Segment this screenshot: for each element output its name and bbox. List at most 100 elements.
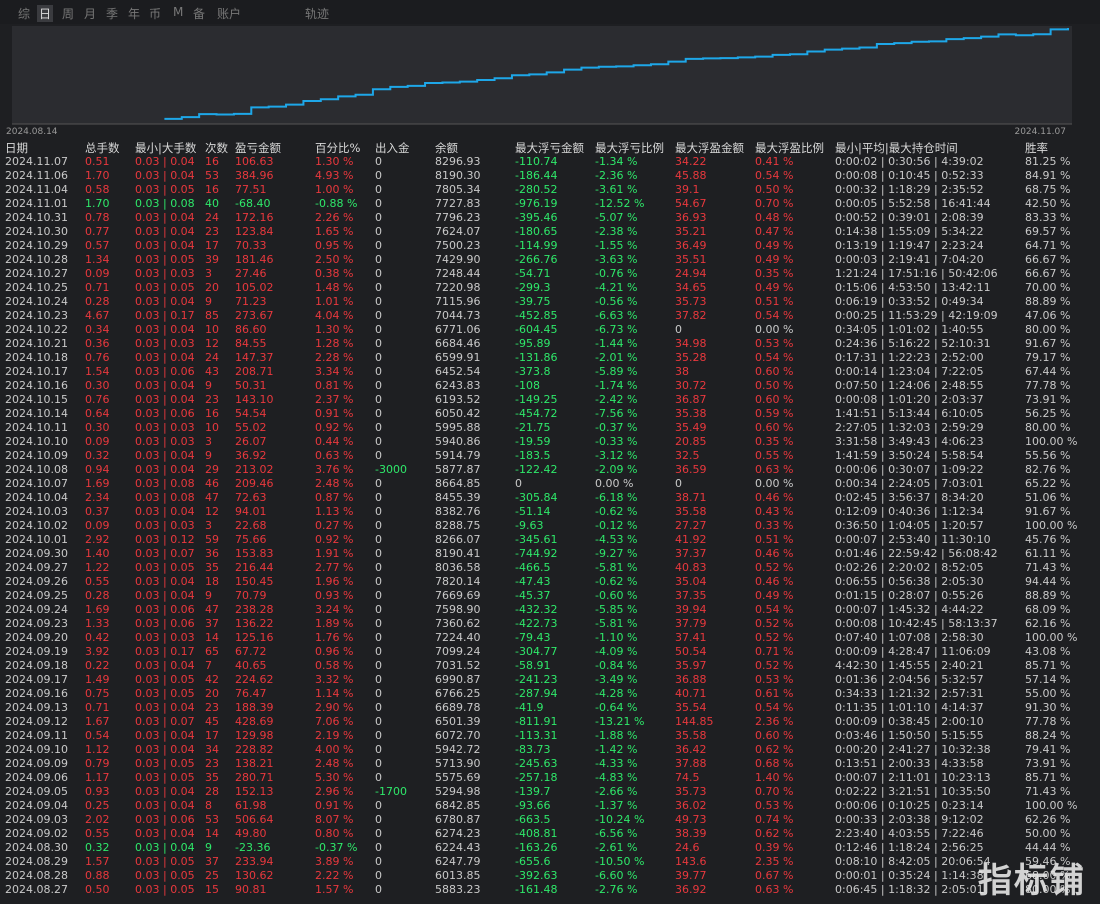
table-cell: -95.89 — [515, 337, 551, 350]
table-cell: 20 — [205, 281, 219, 294]
table-cell: 0.58 % — [315, 659, 354, 672]
tab[interactable]: 综 — [18, 7, 31, 21]
tab[interactable]: 币 — [149, 7, 162, 21]
table-cell: 0.03 | 0.04 — [135, 463, 195, 476]
table-cell: 1.30 % — [315, 155, 354, 168]
table-cell: 40.65 — [235, 659, 267, 672]
tab-bar: 综日周月季年币 M 备账户 轨迹 — [0, 0, 1100, 24]
table-cell: 2024.11.01 — [5, 197, 68, 210]
table-cell: 55.56 % — [1025, 449, 1071, 462]
tab[interactable]: 年 — [128, 7, 141, 21]
table-cell: 0 — [375, 155, 382, 168]
table-cell: 0.55 — [85, 827, 110, 840]
table-cell: -4.09 % — [595, 645, 638, 658]
table-cell: 0.77 — [85, 225, 110, 238]
table-cell: 0:13:51 | 2:00:33 | 4:33:58 — [835, 757, 984, 770]
table-cell: 0.52 % — [755, 631, 794, 644]
table-cell: 6050.42 — [435, 407, 481, 420]
table-cell: 2.90 % — [315, 701, 354, 714]
table-cell: 1.40 % — [755, 771, 794, 784]
table-cell: 2024.10.01 — [5, 533, 68, 546]
table-cell: 0 — [375, 533, 382, 546]
table-cell: 1.33 — [85, 617, 110, 630]
table-cell: 0.93 — [85, 785, 110, 798]
table-cell: 0.09 — [85, 519, 110, 532]
tab[interactable]: 账户 — [217, 7, 242, 21]
table-cell: -1.88 % — [595, 729, 638, 742]
table-cell: 0 — [375, 393, 382, 406]
table-cell: -811.91 — [515, 715, 558, 728]
table-cell: 0:17:31 | 1:22:23 | 2:52:00 — [835, 351, 984, 364]
table-cell: -2.61 % — [595, 841, 638, 854]
table-cell: 2024.11.06 — [5, 169, 68, 182]
table-cell: 47 — [205, 491, 219, 504]
table-cell: 0:00:03 | 2:19:41 | 7:04:20 — [835, 253, 984, 266]
table-cell: 62.26 % — [1025, 813, 1071, 826]
table-cell: 0 — [375, 379, 382, 392]
table-cell: -432.32 — [515, 603, 558, 616]
table-cell: 38.71 — [675, 491, 707, 504]
table-cell: 2024.08.28 — [5, 869, 68, 882]
table-cell: 0.03 | 0.06 — [135, 813, 195, 826]
table-cell: -744.92 — [515, 547, 558, 560]
table-cell: 2024.10.14 — [5, 407, 68, 420]
tab[interactable]: 轨迹 — [305, 7, 330, 21]
table-cell: 34.65 — [675, 281, 707, 294]
table-cell: 1.65 % — [315, 225, 354, 238]
table-cell: 0.46 % — [755, 547, 794, 560]
table-cell: -345.61 — [515, 533, 558, 546]
table-cell: -6.56 % — [595, 827, 638, 840]
table-cell: 2024.08.27 — [5, 883, 68, 896]
table-cell: -2.76 % — [595, 883, 638, 896]
table-cell: 61.11 % — [1025, 547, 1071, 560]
table-cell: 2.77 % — [315, 561, 354, 574]
table-cell: 65 — [205, 645, 219, 658]
table-cell: 7805.34 — [435, 183, 481, 196]
tab[interactable]: 备 — [193, 7, 206, 21]
column-header: 百分比% — [315, 141, 361, 155]
table-cell: 0.03 | 0.04 — [135, 323, 195, 336]
tab[interactable]: 周 — [62, 7, 75, 21]
tab[interactable]: M — [173, 5, 184, 19]
table-cell: 2024.10.07 — [5, 477, 68, 490]
table-cell: 6247.79 — [435, 855, 481, 868]
table-cell: 1.01 % — [315, 295, 354, 308]
table-cell: 2024.10.15 — [5, 393, 68, 406]
table-cell: 0.70 % — [755, 197, 794, 210]
tab[interactable]: 月 — [84, 7, 97, 21]
table-cell: 0.67 % — [755, 869, 794, 882]
table-cell: 37.41 — [675, 631, 707, 644]
table-cell: 0.28 — [85, 295, 110, 308]
table-cell: 23 — [205, 393, 219, 406]
tab[interactable]: 日 — [37, 5, 54, 22]
table-cell: 0:13:19 | 1:19:47 | 2:23:24 — [835, 239, 984, 252]
table-cell: 0 — [375, 701, 382, 714]
table-cell: 2024.09.05 — [5, 785, 68, 798]
table-cell: -0.60 % — [595, 589, 638, 602]
table-cell: -10.24 % — [595, 813, 645, 826]
table-cell: 35.38 — [675, 407, 707, 420]
table-cell: 2024.09.20 — [5, 631, 68, 644]
table-cell: 0:15:06 | 4:53:50 | 13:42:11 — [835, 281, 991, 294]
tab[interactable]: 季 — [106, 7, 119, 21]
table-cell: 143.10 — [235, 393, 274, 406]
table-cell: 0.03 | 0.04 — [135, 155, 195, 168]
table-cell: 0.61 % — [755, 687, 794, 700]
table-cell: 3.76 % — [315, 463, 354, 476]
table-cell: 2024.09.18 — [5, 659, 68, 672]
table-cell: -0.62 % — [595, 575, 638, 588]
table-cell: 6072.70 — [435, 729, 481, 742]
table-cell: 0.54 % — [755, 701, 794, 714]
table-cell: 35 — [205, 561, 219, 574]
table-cell: 0:00:08 | 0:10:45 | 0:52:33 — [835, 169, 984, 182]
table-cell: 79.17 % — [1025, 351, 1071, 364]
table-cell: 0.03 | 0.03 — [135, 337, 195, 350]
table-cell: 3 — [205, 519, 212, 532]
table-cell: 5995.88 — [435, 421, 481, 434]
table-cell: 0.03 | 0.07 — [135, 715, 195, 728]
table-cell: 0.03 | 0.04 — [135, 743, 195, 756]
table-cell: 80.00 % — [1025, 323, 1071, 336]
table-cell: 80.00 % — [1025, 883, 1071, 896]
table-cell: 2.48 % — [315, 757, 354, 770]
table-cell: 39.1 — [675, 183, 700, 196]
